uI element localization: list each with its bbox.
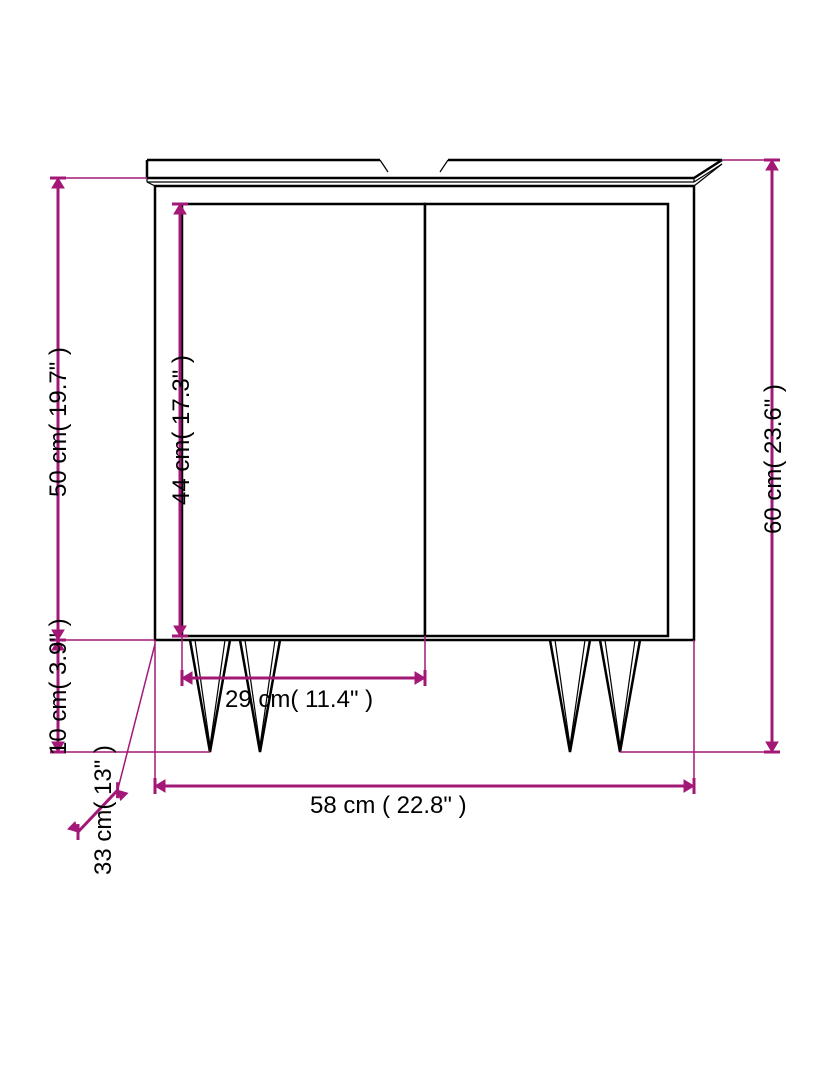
dim-total-height: 60 cm( 23.6" )	[760, 384, 788, 534]
diagram-canvas: 29 cm( 11.4" ) 58 cm ( 22.8" ) 33 cm( 13…	[0, 0, 830, 1080]
dim-body-height: 50 cm( 19.7" )	[45, 347, 73, 497]
dim-total-width: 58 cm ( 22.8" )	[310, 792, 467, 820]
dim-depth: 33 cm( 13" )	[90, 745, 118, 875]
dim-leg-height: 10 cm( 3.9" )	[45, 618, 73, 755]
cabinet-svg	[0, 0, 830, 1080]
dim-door-width: 29 cm( 11.4" )	[225, 686, 373, 714]
dim-door-height: 44 cm( 17.3" )	[168, 355, 196, 505]
